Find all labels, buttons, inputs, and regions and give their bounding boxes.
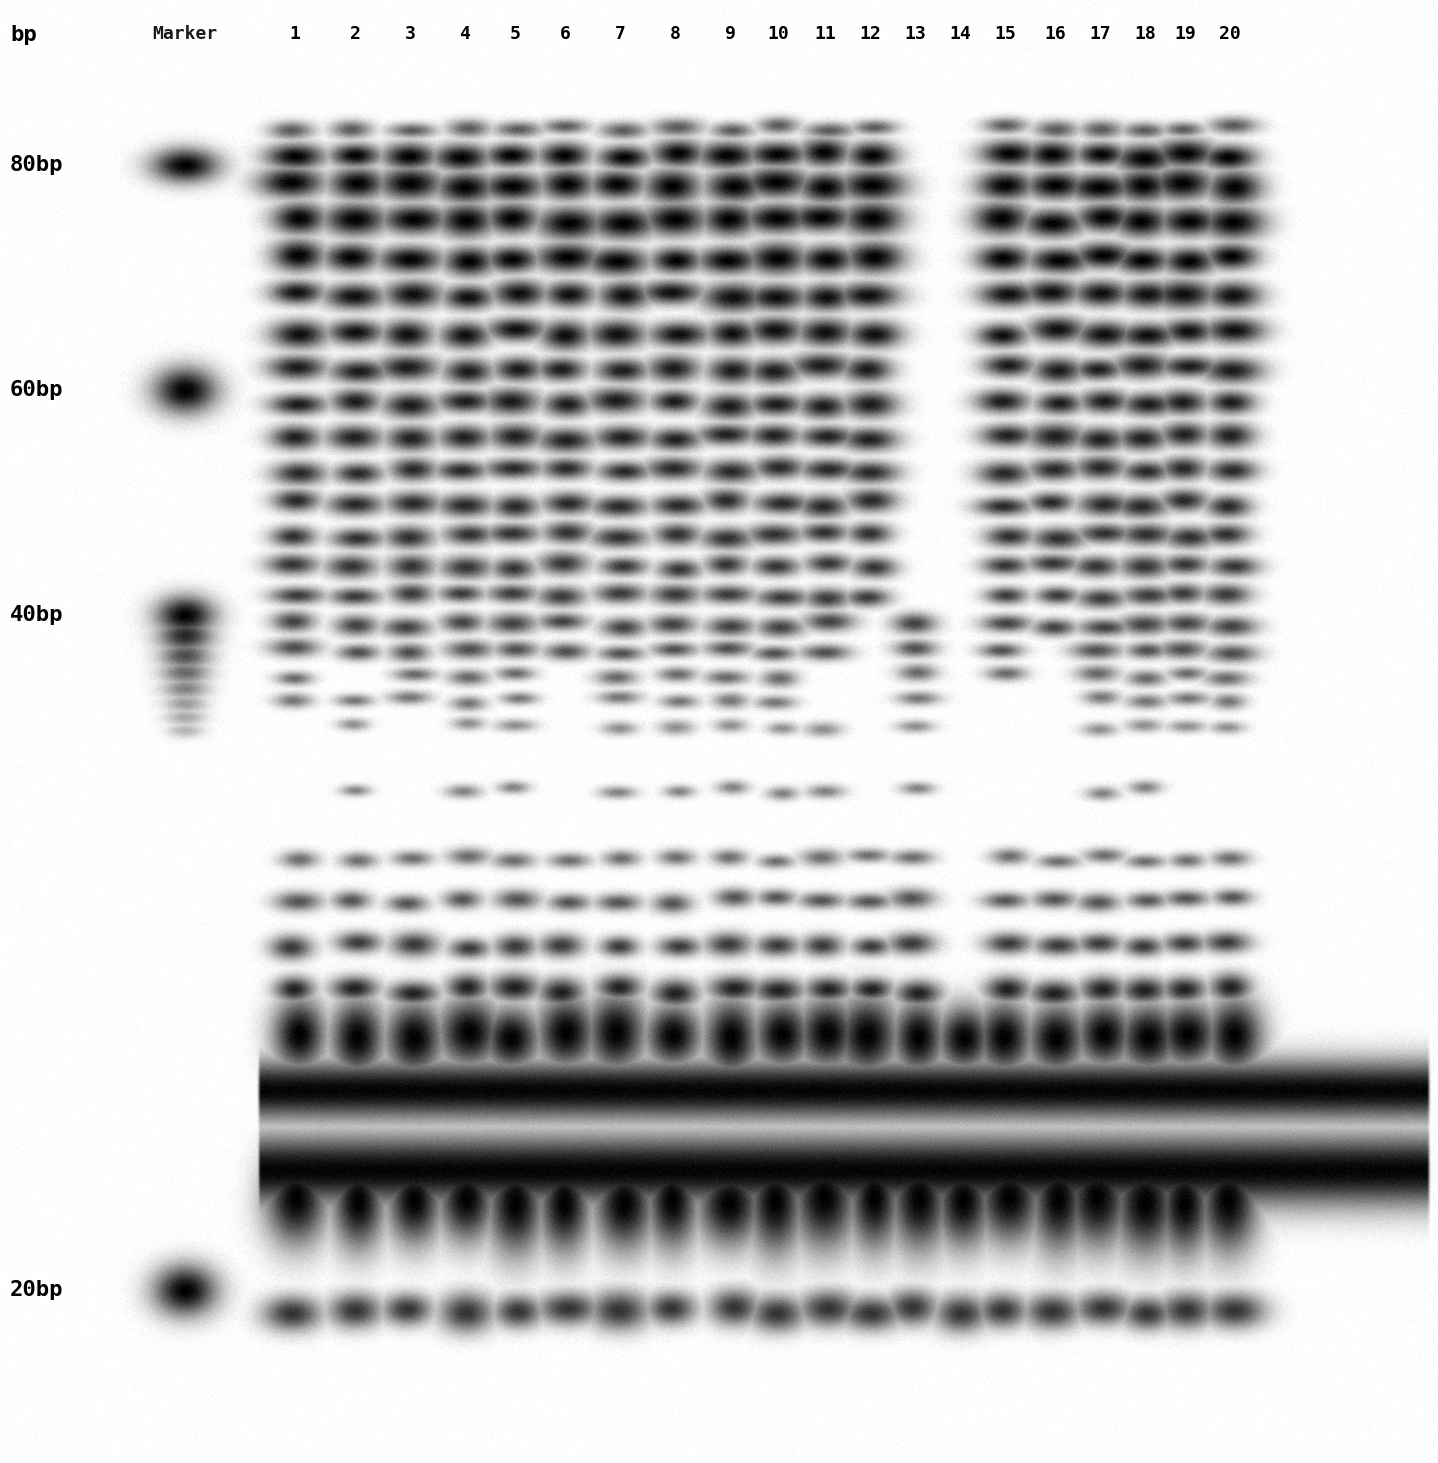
Text: 6: 6 [559, 25, 571, 42]
Text: 60bp: 60bp [10, 380, 63, 399]
Text: 4: 4 [460, 25, 470, 42]
Text: 13: 13 [905, 25, 926, 42]
Text: 12: 12 [858, 25, 881, 42]
Text: 80bp: 80bp [10, 155, 63, 176]
Text: 8: 8 [670, 25, 680, 42]
Text: 5: 5 [509, 25, 521, 42]
Text: 9: 9 [725, 25, 735, 42]
Text: 7: 7 [614, 25, 626, 42]
Text: 20bp: 20bp [10, 1280, 63, 1301]
Text: 2: 2 [349, 25, 361, 42]
Text: 10: 10 [766, 25, 789, 42]
Text: 18: 18 [1135, 25, 1156, 42]
Text: 14: 14 [949, 25, 971, 42]
Text: Marker: Marker [152, 25, 217, 42]
Text: 19: 19 [1173, 25, 1196, 42]
Text: 40bp: 40bp [10, 606, 63, 625]
Text: 1: 1 [289, 25, 301, 42]
Text: 11: 11 [814, 25, 835, 42]
Text: 20: 20 [1219, 25, 1241, 42]
Text: 3: 3 [404, 25, 416, 42]
Text: 17: 17 [1089, 25, 1112, 42]
Text: bp: bp [10, 25, 37, 45]
Text: 15: 15 [994, 25, 1015, 42]
Text: 16: 16 [1044, 25, 1066, 42]
